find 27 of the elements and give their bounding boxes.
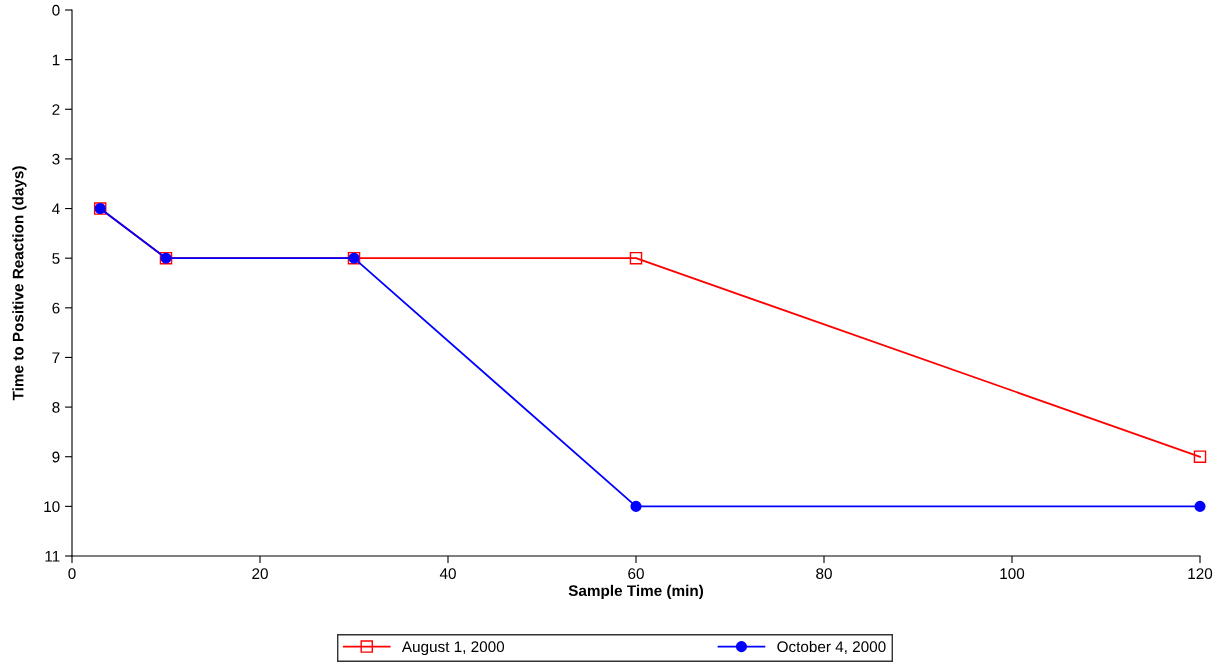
y-tick-label: 6 — [52, 302, 60, 314]
y-tick-label: 10 — [44, 501, 60, 513]
y-tick-label: 9 — [52, 451, 60, 463]
x-tick-label: 20 — [252, 568, 268, 580]
point — [630, 500, 642, 512]
x-axis-title: Sample Time (min) — [568, 584, 704, 600]
y-tick-label: 1 — [52, 54, 60, 66]
x-tick-label: 60 — [628, 568, 644, 580]
y-tick-label: 3 — [52, 153, 60, 165]
point — [1194, 500, 1206, 512]
y-tick-label: 2 — [52, 104, 60, 115]
legend-label: August 1, 2000 — [401, 641, 505, 656]
y-axis-title: Time to Positive Reaction (days) — [12, 166, 27, 401]
y-tick-label: 11 — [45, 551, 60, 562]
y-tick-label: 4 — [52, 203, 60, 215]
y-tick-label: 7 — [52, 352, 60, 363]
point — [629, 251, 643, 265]
x-tick-label: 0 — [68, 568, 76, 580]
y-tick-label: 0 — [52, 4, 60, 16]
x-tick-label: 120 — [1188, 568, 1213, 580]
y-tick-label: 5 — [52, 253, 60, 264]
point — [1193, 450, 1207, 463]
x-tick-label: 100 — [1000, 568, 1025, 580]
y-tick-label: 8 — [52, 401, 60, 413]
legend-label: October 4, 2000 — [777, 640, 886, 654]
x-tick-label: 40 — [439, 568, 456, 580]
x-tick-label: 80 — [816, 568, 832, 580]
